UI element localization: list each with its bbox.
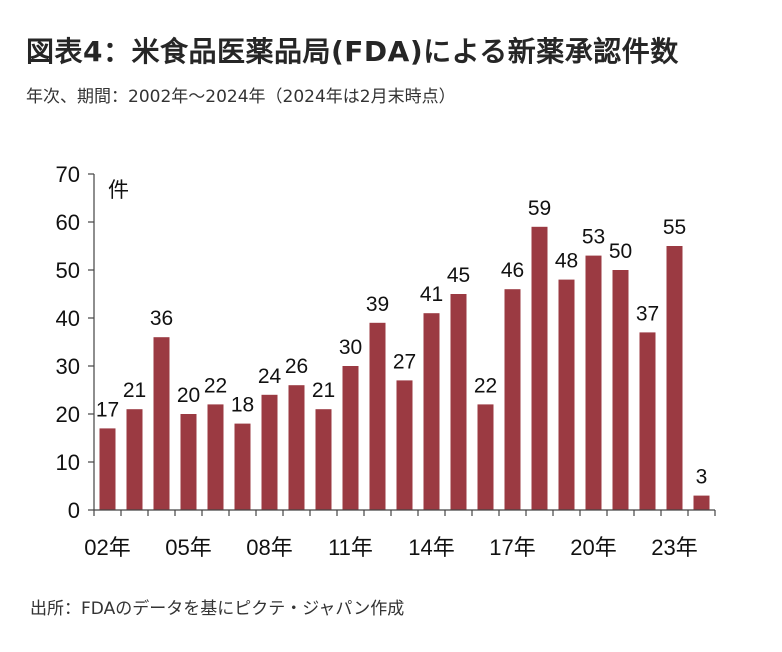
data-label-2021: 50 (609, 240, 632, 263)
data-label-2006: 22 (204, 374, 227, 397)
bar-2013 (396, 380, 413, 510)
bar-2006 (207, 404, 224, 510)
bar-2015 (450, 294, 467, 510)
x-tick-label: 23年 (651, 535, 697, 560)
y-tick-label: 20 (56, 402, 80, 427)
bar-2023 (666, 246, 683, 510)
bar-2008 (261, 394, 278, 510)
bar-2016 (477, 404, 494, 510)
data-label-2014: 41 (420, 283, 443, 306)
bar-2011 (342, 366, 359, 510)
data-label-2018: 59 (528, 197, 551, 220)
data-label-2015: 45 (447, 264, 470, 287)
data-label-2022: 37 (636, 302, 659, 325)
y-tick-label: 60 (56, 210, 80, 235)
bar-2019 (558, 279, 575, 510)
y-tick-label: 10 (56, 450, 80, 475)
source-note: 出所：FDAのデータを基にピクテ・ジャパン作成 (30, 599, 405, 619)
data-label-2009: 26 (285, 355, 308, 378)
x-tick-label: 14年 (408, 535, 454, 560)
y-tick-label: 70 (56, 162, 80, 187)
x-tick-label: 11年 (328, 535, 373, 560)
data-label-2002: 17 (96, 398, 119, 421)
data-label-2005: 20 (177, 384, 200, 407)
data-label-2007: 18 (231, 394, 254, 417)
y-unit-label: 件 (108, 178, 129, 202)
bar-2002 (99, 428, 116, 510)
data-label-2011: 30 (339, 336, 362, 359)
data-label-2017: 46 (501, 259, 524, 282)
bar-2014 (423, 313, 440, 510)
y-tick-label: 30 (56, 354, 80, 379)
x-tick-label: 17年 (489, 535, 535, 560)
y-tick-label: 0 (68, 498, 80, 523)
x-tick-label: 02年 (84, 535, 130, 560)
chart-title: 図表4：米食品医薬品局(FDA)による新薬承認件数 (26, 35, 679, 68)
data-label-2003: 21 (123, 379, 146, 402)
data-label-2016: 22 (474, 374, 497, 397)
data-label-2013: 27 (393, 350, 416, 373)
chart-subtitle: 年次、期間：2002年～2024年（2024年は2月末時点） (26, 87, 456, 107)
x-tick-label: 20年 (570, 535, 616, 560)
bar-2020 (585, 255, 602, 510)
x-tick-label: 08年 (246, 535, 292, 560)
bar-2024 (693, 495, 710, 510)
bar-2022 (639, 332, 656, 510)
bar-2012 (369, 322, 386, 510)
bar-2004 (153, 337, 170, 510)
data-label-2020: 53 (582, 226, 605, 249)
y-tick-label: 40 (56, 306, 80, 331)
data-label-2024: 3 (696, 466, 708, 489)
data-label-2012: 39 (366, 293, 389, 316)
data-label-2019: 48 (555, 250, 578, 273)
data-label-2004: 36 (150, 307, 173, 330)
bar-2009 (288, 385, 305, 510)
bar-2005 (180, 414, 197, 510)
bar-2017 (504, 289, 521, 510)
data-label-2010: 21 (312, 379, 335, 402)
bar-2010 (315, 409, 332, 510)
y-tick-label: 50 (56, 258, 80, 283)
bar-2021 (612, 270, 629, 510)
bar-2003 (126, 409, 143, 510)
bar-2007 (234, 423, 251, 510)
x-tick-label: 05年 (165, 535, 211, 560)
data-label-2008: 24 (258, 365, 282, 388)
bar-2018 (531, 226, 548, 511)
data-label-2023: 55 (663, 216, 686, 239)
